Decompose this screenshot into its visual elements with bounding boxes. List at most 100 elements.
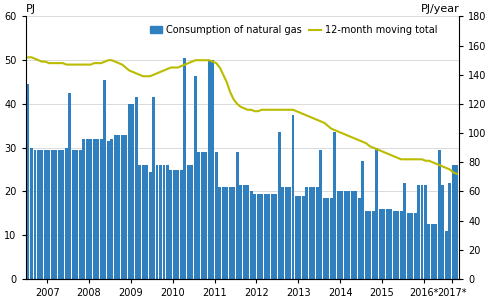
Bar [389,209,392,279]
Bar [417,185,420,279]
Bar [128,104,131,279]
Bar [191,165,193,279]
Bar [361,161,364,279]
Bar [131,104,134,279]
Bar [407,213,409,279]
Bar [333,132,336,279]
Bar [229,187,232,279]
Bar [246,185,249,279]
Bar [33,150,36,279]
Bar [187,165,190,279]
Bar [285,187,288,279]
Bar [340,191,343,279]
Bar [351,191,354,279]
Bar [93,139,96,279]
Bar [114,134,117,279]
Bar [403,183,406,279]
Bar [180,169,183,279]
Bar [138,165,141,279]
Bar [260,194,263,279]
Bar [316,187,319,279]
Bar [396,211,399,279]
Bar [141,165,144,279]
Bar [372,211,375,279]
Bar [194,76,197,279]
Bar [65,148,68,279]
Bar [124,134,127,279]
Bar [61,150,64,279]
Bar [431,224,434,279]
Bar [225,187,228,279]
Bar [344,191,347,279]
Bar [375,148,378,279]
Bar [201,152,204,279]
Bar [420,185,423,279]
Bar [145,165,148,279]
Bar [169,169,172,279]
Bar [347,191,350,279]
Bar [82,139,85,279]
Bar [441,185,444,279]
Bar [184,58,187,279]
Bar [292,115,295,279]
Bar [75,150,78,279]
Bar [51,150,54,279]
Bar [264,194,267,279]
Bar [79,150,82,279]
Bar [159,165,162,279]
Bar [30,148,33,279]
Bar [100,139,103,279]
Bar [86,139,89,279]
Bar [267,194,270,279]
Text: PJ: PJ [26,4,35,14]
Bar [410,213,413,279]
Bar [243,185,246,279]
Bar [379,209,382,279]
Bar [72,150,75,279]
Bar [218,187,221,279]
Bar [58,150,61,279]
Bar [117,134,120,279]
Bar [452,165,455,279]
Text: PJ/year: PJ/year [421,4,459,14]
Bar [107,141,109,279]
Bar [337,191,340,279]
Bar [222,187,225,279]
Bar [445,231,448,279]
Bar [257,194,260,279]
Bar [302,196,305,279]
Bar [438,150,441,279]
Bar [236,152,239,279]
Bar [277,132,280,279]
Bar [110,139,113,279]
Bar [40,150,43,279]
Bar [299,196,301,279]
Bar [27,84,29,279]
Bar [355,191,357,279]
Bar [320,150,323,279]
Bar [89,139,92,279]
Bar [197,152,200,279]
Bar [149,172,152,279]
Bar [156,165,159,279]
Bar [393,211,396,279]
Bar [365,211,368,279]
Bar [413,213,416,279]
Bar [385,209,388,279]
Bar [382,209,385,279]
Bar [103,80,106,279]
Bar [204,152,207,279]
Legend: Consumption of natural gas, 12-month moving total: Consumption of natural gas, 12-month mov… [146,21,441,39]
Bar [330,198,333,279]
Bar [274,194,277,279]
Bar [312,187,315,279]
Bar [176,169,179,279]
Bar [368,211,371,279]
Bar [281,187,284,279]
Bar [428,224,431,279]
Bar [37,150,40,279]
Bar [288,187,291,279]
Bar [208,60,211,279]
Bar [327,198,329,279]
Bar [55,150,57,279]
